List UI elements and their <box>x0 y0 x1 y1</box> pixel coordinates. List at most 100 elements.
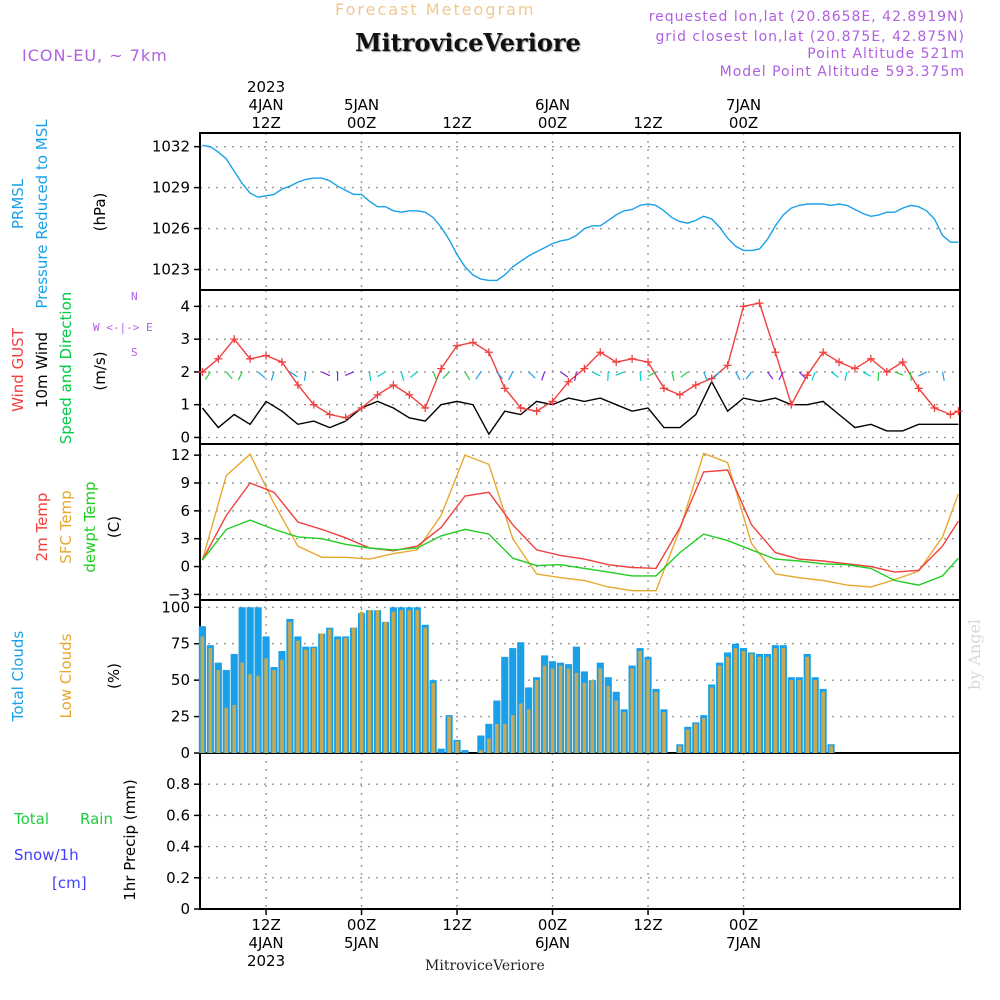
low-cloud-bar <box>614 700 618 753</box>
low-cloud-bar <box>351 627 356 753</box>
y-tick-label: 0.2 <box>166 869 190 887</box>
gust-point <box>898 358 907 367</box>
top-hour-label: 00Z <box>538 114 567 132</box>
model-altitude: Model Point Altitude 593.375m <box>719 64 965 80</box>
gust-point <box>373 390 382 399</box>
y-tick-label: 100 <box>161 598 190 616</box>
y-tick-label: 75 <box>171 635 190 653</box>
y-tick-label: 1023 <box>152 261 190 279</box>
gust-point <box>357 403 366 412</box>
gust-point <box>755 299 764 308</box>
total-cloud-bar <box>461 750 469 753</box>
precip-cm-label: [cm] <box>52 874 87 892</box>
gust-point <box>691 381 700 390</box>
low-cloud-bar <box>534 680 539 753</box>
gust-point <box>596 348 605 357</box>
temp2m-line <box>201 469 959 573</box>
wind-direction-arrow <box>225 371 233 380</box>
low-cloud-bar <box>343 637 348 753</box>
wind-direction-arrow <box>204 371 211 380</box>
low-cloud-bar <box>391 611 396 753</box>
low-cloud-bar <box>288 621 292 753</box>
low-cloud-bar <box>319 633 324 753</box>
wind-direction-arrow <box>745 371 752 380</box>
wind-direction-arrow <box>432 371 438 381</box>
low-cloud-bar <box>518 703 523 753</box>
gust-point <box>405 390 414 399</box>
low-cloud-bar <box>725 656 730 753</box>
gust-point <box>723 361 732 370</box>
bottom-day-label: 5JAN <box>344 934 379 952</box>
wind-direction-arrow <box>270 371 275 381</box>
low-cloud-bar <box>757 656 762 753</box>
low-cloud-bar <box>280 659 284 753</box>
wind-direction-arrow <box>237 371 243 381</box>
top-hour-label: 12Z <box>251 114 280 132</box>
y-tick-label: 0 <box>180 744 190 762</box>
low-cloud-bar <box>646 659 650 753</box>
total-cloud-bar <box>509 648 517 753</box>
top-hour-label: 00Z <box>347 114 376 132</box>
low-cloud-bar <box>550 668 555 753</box>
low-cloud-bar <box>264 658 268 753</box>
low-cloud-bar <box>216 669 221 753</box>
low-cloud-bar <box>654 691 658 753</box>
total-cloud-bar <box>477 735 485 753</box>
wind-direction-arrow <box>321 371 331 377</box>
y-tick-label: 50 <box>171 671 190 689</box>
low-cloud-bar <box>749 653 754 753</box>
low-cloud-bar <box>686 729 690 753</box>
low-cloud-bar <box>359 611 364 753</box>
compass-south: S <box>131 346 138 359</box>
low-cloud-bar <box>701 718 706 753</box>
low-cloud-bar <box>606 685 611 753</box>
y-tick-label: 0 <box>180 900 190 918</box>
wind-speed-line <box>201 380 959 436</box>
gust-point <box>835 358 844 367</box>
low-cloud-bar <box>232 704 237 753</box>
panel-frame <box>199 132 961 291</box>
y-tick-label: 9 <box>180 474 190 492</box>
low-cloud-bar <box>662 712 666 753</box>
dewpt-line <box>201 519 959 586</box>
top-hour-label: 12Z <box>633 114 662 132</box>
low-cloud-bar <box>789 680 794 753</box>
wind-direction-arrow <box>703 371 708 381</box>
low-cloud-bar <box>526 709 531 753</box>
wind-direction-arrow <box>877 371 880 381</box>
gust-point <box>500 384 509 393</box>
bottom-day-label: 6JAN <box>535 934 570 952</box>
low-cloud-bar <box>208 648 213 753</box>
wind-direction-arrow <box>680 371 689 378</box>
low-cloud-bar <box>709 687 714 753</box>
y-tick-label: 2 <box>180 363 190 381</box>
top-day-label: 7JAN <box>726 96 761 114</box>
wind-direction-arrow <box>345 371 354 376</box>
wind-direction-arrow <box>303 371 307 381</box>
gust-point <box>819 348 828 357</box>
wind-direction-arrow <box>766 371 774 380</box>
gust-point <box>850 364 859 373</box>
wind-direction-arrow <box>798 371 807 379</box>
y-tick-label: 3 <box>180 330 190 348</box>
gust-point <box>866 354 875 363</box>
gust-point <box>612 358 621 367</box>
low-cloud-bar <box>797 680 802 753</box>
gust-point <box>325 410 334 419</box>
low-cloud-bar <box>773 648 778 753</box>
gust-point <box>548 397 557 406</box>
wind-direction-arrow <box>475 371 482 380</box>
wind-direction-arrow <box>615 371 625 376</box>
low-cloud-bar <box>455 741 459 753</box>
low-cloud-bar <box>566 668 571 753</box>
wind-direction-arrow <box>289 371 298 378</box>
gust-point <box>262 351 271 360</box>
low-cloud-bar <box>256 675 260 753</box>
wind-direction-arrow <box>257 371 266 379</box>
compass-rose: N W <-|-> E S <box>93 290 183 360</box>
requested-coords: requested lon,lat (20.8658E, 42.8919N) <box>648 9 965 25</box>
low-cloud-bar <box>479 750 483 753</box>
gust-point <box>707 374 716 383</box>
low-cloud-bar <box>200 636 205 753</box>
wind-direction-arrow <box>647 371 657 377</box>
